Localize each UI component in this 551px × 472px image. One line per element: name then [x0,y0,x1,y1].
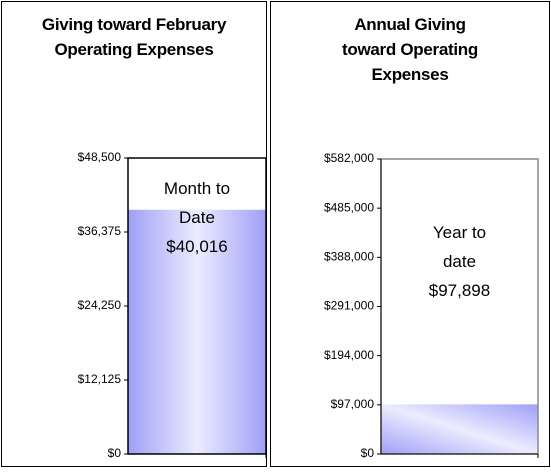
chart-panel: Annual Giving toward Operating Expenses … [270,1,550,467]
value-label: $40,016 [166,237,228,256]
annotation-text: Year to date [432,223,487,271]
annotation-text: Month to Date [163,179,231,227]
y-tick-label: $388,000 [324,250,374,264]
y-tick-label: $48,500 [78,150,122,164]
y-tick-label: $485,000 [324,200,374,214]
bar [128,209,266,454]
y-tick-label: $12,125 [78,372,122,386]
chart-title: Giving toward February Operating Expense… [41,15,227,59]
y-tick-label: $291,000 [324,299,374,313]
y-tick-label: $97,000 [331,397,375,411]
chart: $0 $12,125 $24,250 $36,375 $48,500 [78,150,267,460]
chart-title: Annual Giving toward Operating Expenses [342,15,478,84]
chart-panel: Giving toward February Operating Expense… [1,1,267,467]
chart: $0 $97,000 $194,000 $291,000 $388,000 $485,00… [324,151,539,460]
value-label: $97,898 [428,281,491,300]
y-tick-label: $582,000 [324,151,374,165]
y-tick-label: $0 [108,446,122,460]
y-tick-label: $0 [361,446,375,460]
y-tick-label: $36,375 [78,224,122,238]
bar-annotation: Year to date $97,898 [422,218,497,305]
y-tick-label: $24,250 [78,298,122,312]
bar-annotation: Month to Date $40,016 [152,174,242,261]
bar [381,404,538,454]
y-tick-label: $194,000 [324,348,374,362]
